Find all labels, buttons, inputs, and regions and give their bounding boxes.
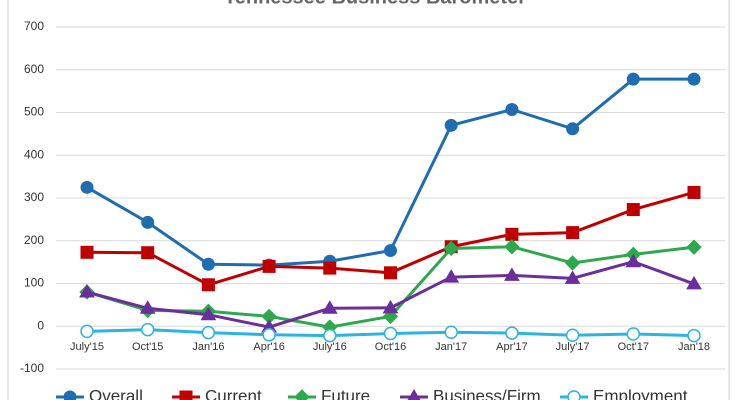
data-point bbox=[141, 246, 155, 260]
data-point bbox=[686, 275, 702, 290]
data-point bbox=[382, 299, 399, 314]
data-point bbox=[80, 245, 94, 259]
x-tick-label: Jan'17 bbox=[435, 341, 467, 353]
data-point bbox=[140, 322, 155, 337]
data-point bbox=[79, 284, 95, 298]
y-tick-label: 500 bbox=[24, 105, 44, 119]
data-point bbox=[625, 253, 642, 268]
y-tick-label: 100 bbox=[24, 276, 44, 290]
y-tick-label: 0 bbox=[37, 318, 44, 332]
x-tick-label: Apr'16 bbox=[253, 341, 284, 353]
data-point bbox=[686, 239, 702, 255]
y-tick-label: -100 bbox=[20, 361, 44, 375]
data-point bbox=[444, 325, 458, 339]
data-point bbox=[626, 203, 640, 217]
data-point bbox=[139, 300, 156, 314]
data-point bbox=[566, 226, 580, 240]
x-tick-label: Apr'17 bbox=[496, 341, 527, 353]
x-tick-label: Jan'16 bbox=[192, 341, 224, 353]
data-point bbox=[687, 72, 701, 86]
legend-marker bbox=[63, 390, 77, 400]
x-tick-label: July'15 bbox=[70, 341, 104, 353]
data-point bbox=[505, 326, 519, 340]
legend-marker bbox=[179, 390, 193, 400]
data-point bbox=[443, 240, 459, 257]
data-point bbox=[626, 72, 640, 86]
data-point bbox=[80, 324, 94, 339]
data-point bbox=[444, 118, 458, 132]
data-point bbox=[505, 103, 519, 117]
data-point bbox=[443, 269, 460, 283]
x-tick-label: July'16 bbox=[313, 341, 347, 353]
data-point bbox=[141, 215, 155, 229]
y-tick-label: 600 bbox=[24, 62, 44, 76]
data-point bbox=[321, 300, 338, 314]
data-point bbox=[80, 180, 94, 194]
data-point bbox=[687, 185, 701, 199]
data-point bbox=[384, 266, 397, 280]
data-point bbox=[564, 255, 581, 271]
data-point bbox=[564, 270, 581, 284]
data-point bbox=[504, 239, 520, 255]
y-tick-label: 300 bbox=[24, 190, 44, 204]
legend-label: Future bbox=[321, 386, 370, 400]
y-tick-label: 400 bbox=[24, 147, 44, 161]
data-point bbox=[201, 257, 215, 271]
legend-label: Business/Firm bbox=[433, 386, 541, 400]
data-point bbox=[565, 328, 580, 342]
series-line bbox=[86, 77, 694, 267]
legend-label: Current bbox=[205, 386, 262, 400]
legend-label: Overall bbox=[89, 386, 143, 400]
legend-marker bbox=[567, 390, 581, 400]
y-tick-label: 200 bbox=[24, 233, 44, 247]
data-point bbox=[201, 325, 216, 340]
data-point bbox=[566, 122, 580, 136]
x-tick-label: Oct'17 bbox=[618, 341, 649, 353]
x-tick-label: Oct'16 bbox=[375, 341, 406, 353]
data-point bbox=[200, 306, 217, 321]
data-point bbox=[505, 227, 519, 241]
y-tick-label: 700 bbox=[24, 19, 44, 33]
data-point bbox=[504, 267, 520, 281]
legend-marker bbox=[407, 389, 421, 400]
chart-title: Tennessee Business Barometer bbox=[224, 0, 526, 8]
data-point bbox=[626, 327, 641, 341]
chart-frame bbox=[7, 0, 730, 400]
data-point bbox=[383, 326, 398, 341]
legend-marker bbox=[294, 389, 310, 400]
data-point bbox=[323, 328, 337, 343]
x-tick-label: Jan'18 bbox=[678, 341, 710, 353]
data-point bbox=[262, 328, 276, 342]
data-point bbox=[384, 244, 397, 258]
legend-label: Employment bbox=[593, 386, 688, 400]
x-tick-label: July'17 bbox=[556, 341, 590, 353]
data-point bbox=[323, 261, 337, 275]
data-point bbox=[687, 328, 701, 343]
data-point bbox=[201, 278, 215, 292]
data-point bbox=[262, 259, 276, 273]
x-tick-label: Oct'15 bbox=[132, 341, 163, 353]
